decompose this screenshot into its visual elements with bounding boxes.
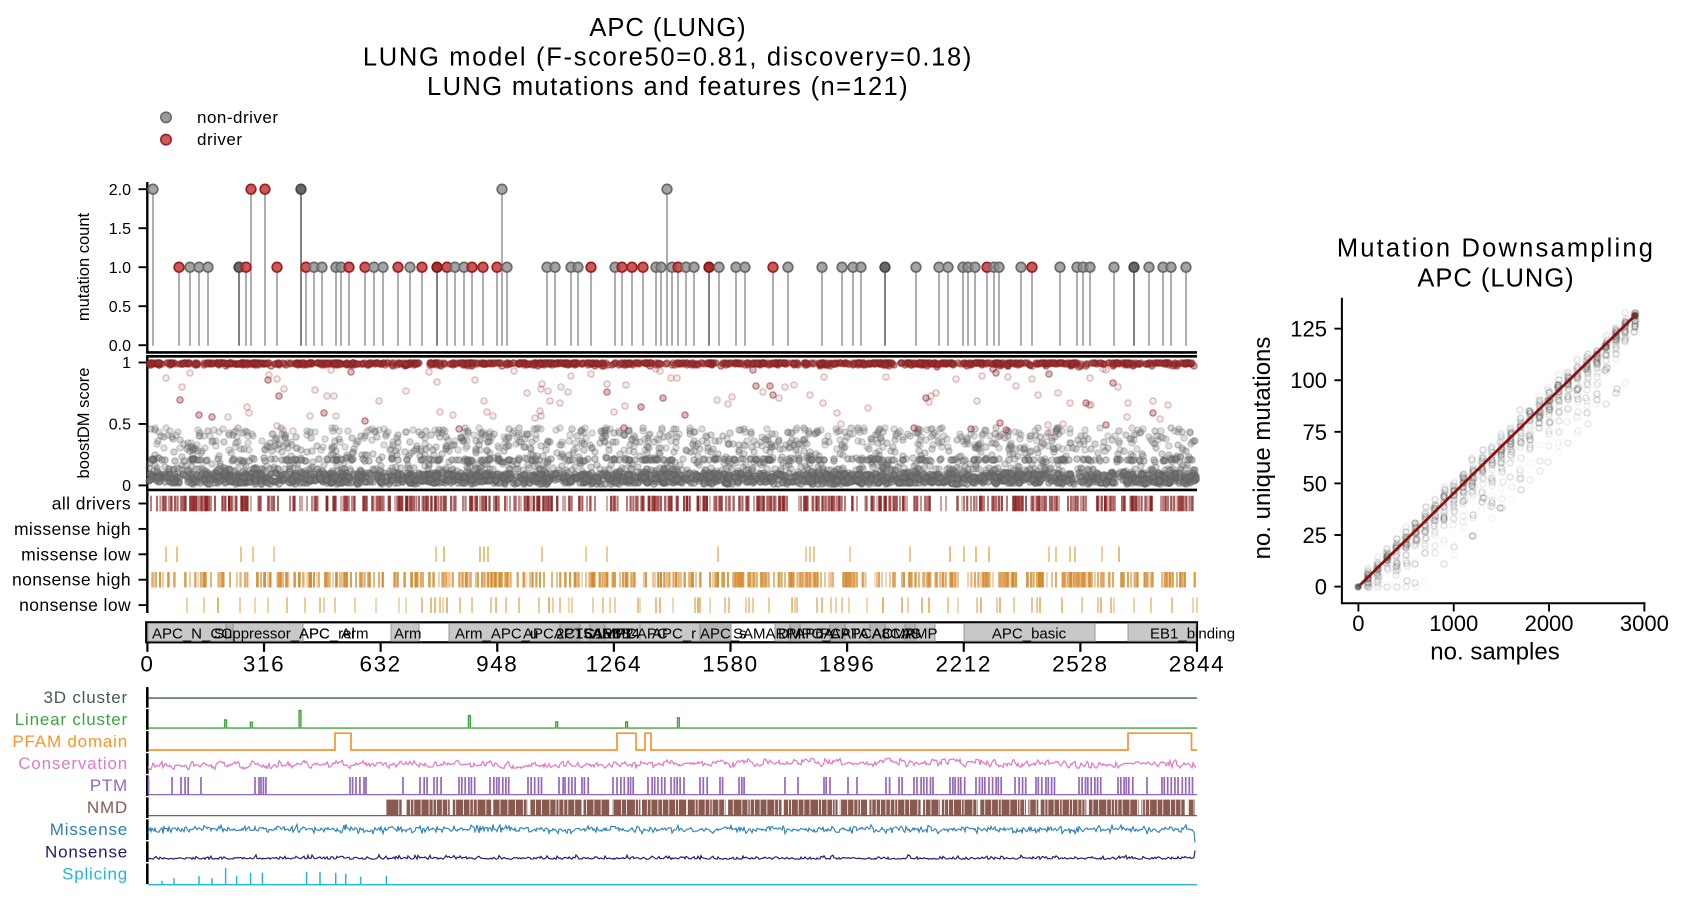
svg-text:0: 0 (1315, 575, 1327, 600)
svg-text:NMD: NMD (87, 798, 128, 817)
svg-text:boostDM score: boostDM score (75, 368, 93, 479)
svg-text:Mutation Downsampling: Mutation Downsampling (1337, 235, 1655, 263)
svg-text:Splicing: Splicing (62, 864, 128, 883)
svg-text:948: 948 (476, 652, 518, 677)
svg-text:2.0: 2.0 (109, 182, 131, 199)
svg-text:3D cluster: 3D cluster (43, 688, 128, 707)
svg-text:Arm: Arm (394, 625, 422, 642)
svg-text:632: 632 (359, 652, 401, 677)
svg-text:1: 1 (122, 355, 131, 372)
svg-text:1264: 1264 (586, 652, 642, 677)
svg-text:2844: 2844 (1169, 652, 1225, 677)
svg-text:APC_basic: APC_basic (992, 625, 1067, 642)
svg-text:1.0: 1.0 (109, 260, 131, 277)
svg-text:missense low: missense low (21, 544, 131, 564)
svg-text:0.0: 0.0 (109, 338, 131, 355)
svg-text:EB1_binding: EB1_binding (1150, 625, 1235, 642)
svg-text:LUNG mutations and features (n: LUNG mutations and features (n=121) (427, 73, 909, 101)
svg-text:nonsense high: nonsense high (12, 570, 131, 590)
svg-text:0: 0 (122, 478, 131, 495)
svg-text:missense high: missense high (14, 519, 131, 539)
svg-text:Linear cluster: Linear cluster (15, 710, 128, 729)
svg-text:Nonsense: Nonsense (45, 842, 128, 861)
svg-text:PFAM domain: PFAM domain (12, 732, 128, 751)
svg-text:1580: 1580 (702, 652, 758, 677)
svg-text:AMP: AMP (905, 625, 938, 642)
svg-text:driver: driver (197, 130, 243, 149)
svg-text:APC (LUNG): APC (LUNG) (1417, 265, 1574, 293)
svg-text:APC_r: APC_r (652, 625, 696, 642)
svg-text:50: 50 (1303, 471, 1327, 496)
svg-text:Arm: Arm (341, 625, 369, 642)
svg-text:mutation count: mutation count (75, 212, 93, 321)
svg-text:all drivers: all drivers (52, 494, 131, 514)
svg-text:nonsense low: nonsense low (19, 595, 131, 615)
svg-text:APC (LUNG): APC (LUNG) (589, 14, 746, 42)
svg-text:1.5: 1.5 (109, 221, 131, 238)
svg-text:2212: 2212 (936, 652, 992, 677)
svg-text:0.5: 0.5 (109, 299, 131, 316)
svg-text:non-driver: non-driver (197, 108, 279, 127)
svg-text:Conservation: Conservation (18, 754, 128, 773)
svg-text:0.5: 0.5 (109, 417, 131, 434)
svg-text:PTM: PTM (90, 776, 128, 795)
svg-text:316: 316 (243, 652, 285, 677)
svg-text:0: 0 (140, 652, 154, 677)
svg-text:1896: 1896 (819, 652, 875, 677)
svg-text:25: 25 (1303, 523, 1327, 548)
svg-text:Missense: Missense (50, 820, 128, 839)
svg-text:2528: 2528 (1052, 652, 1108, 677)
svg-text:LUNG model (F-score50=0.81, di: LUNG model (F-score50=0.81, discovery=0.… (363, 44, 973, 72)
